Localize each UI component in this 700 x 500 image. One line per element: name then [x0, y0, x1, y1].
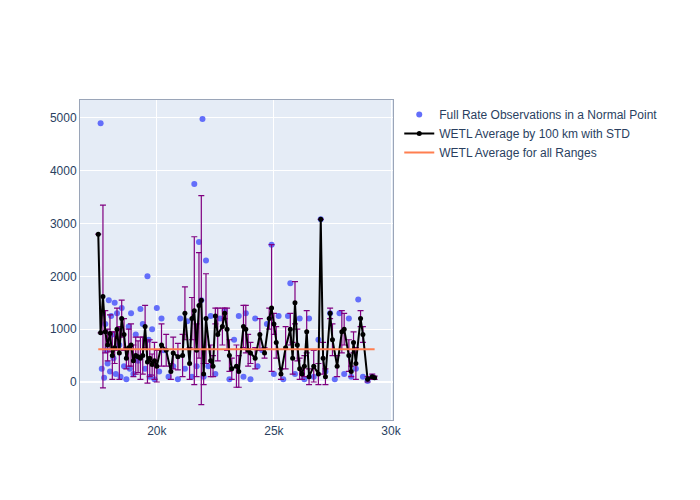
svg-text:25k: 25k	[264, 424, 284, 438]
svg-text:3000: 3000	[50, 217, 77, 231]
svg-text:5000: 5000	[50, 111, 77, 125]
svg-text:30k: 30k	[381, 424, 401, 438]
svg-text:Full Rate Observations in a No: Full Rate Observations in a Normal Point	[439, 108, 657, 122]
svg-text:WETL Average for all Ranges: WETL Average for all Ranges	[439, 146, 596, 160]
svg-text:1000: 1000	[50, 322, 77, 336]
svg-text:2000: 2000	[50, 270, 77, 284]
svg-text:20k: 20k	[147, 424, 167, 438]
svg-text:0: 0	[70, 375, 77, 389]
svg-text:4000: 4000	[50, 164, 77, 178]
svg-text:WETL Average by 100 km with ST: WETL Average by 100 km with STD	[439, 127, 630, 141]
